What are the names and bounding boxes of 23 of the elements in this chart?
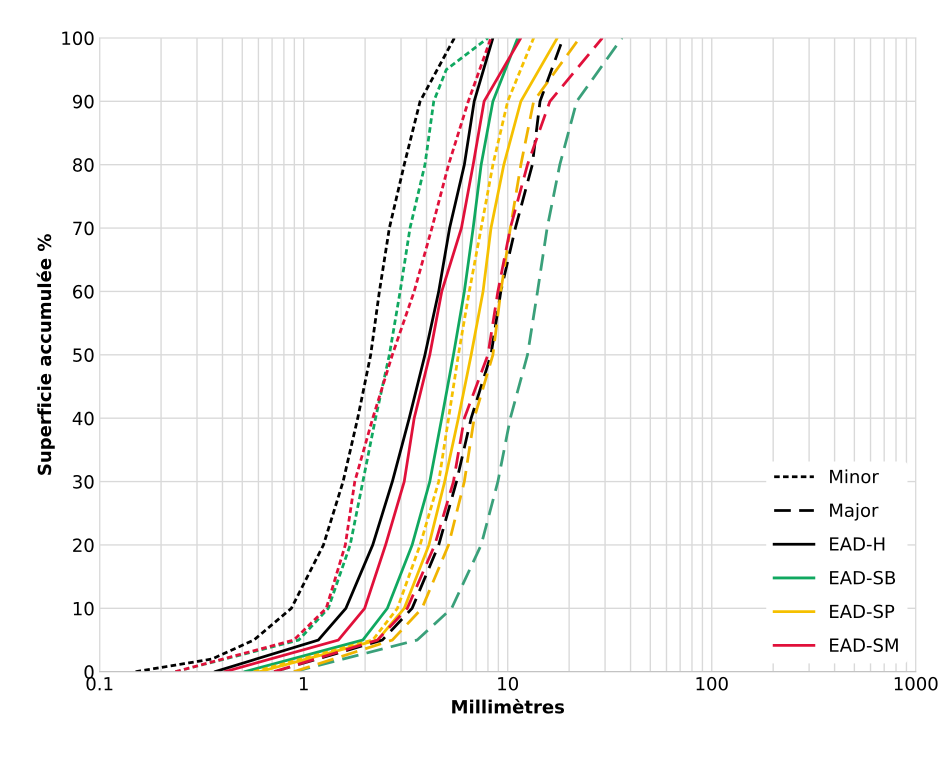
legend-label: Major [830,503,878,521]
x-tick-label: 100 [696,676,728,691]
x-tick-label: 0.1 [86,676,112,691]
y-tick-label: 70 [73,222,94,236]
y-tick-label: 30 [73,475,94,489]
x-tick-label: 1 [300,677,308,690]
y-axis-title: Superficie accumulée % [36,234,55,475]
y-tick-label: 80 [73,158,94,172]
x-tick-label: 1000 [894,676,938,691]
legend-label: EAD-SB [830,570,896,585]
legend-label: EAD-SP [830,604,894,618]
x-axis-title: Millimètres [452,698,564,714]
legend-label: EAD-SM [830,638,898,652]
legend-label: Minor [830,469,879,484]
y-tick-label: 20 [73,538,94,552]
y-tick-label: 50 [73,348,94,362]
y-tick-label: 90 [72,94,94,108]
y-tick-label: 10 [74,602,94,616]
y-tick-label: 40 [72,412,94,426]
legend-label: EAD-H [830,537,884,551]
y-tick-label: 60 [73,284,94,299]
x-tick-label: 10 [498,676,518,691]
y-tick-label: 100 [62,31,94,46]
